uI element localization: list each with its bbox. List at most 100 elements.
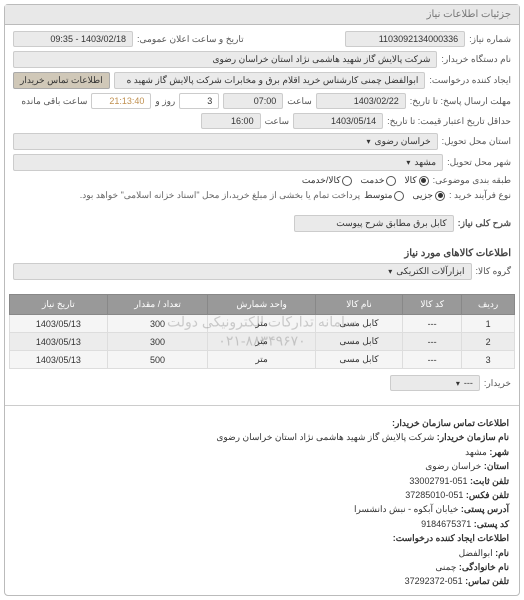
- c-address-label: آدرس پستی:: [461, 504, 509, 514]
- table-row: 3---کابل مسیمتر5001403/05/13: [10, 351, 515, 369]
- radio-medium-label: متوسط: [364, 190, 392, 201]
- c-address-value: خیابان آبکوه - نبش دانشسرا: [354, 504, 458, 514]
- c-city-label: شهر:: [489, 447, 509, 457]
- group-label: گروه کالا:: [476, 266, 511, 277]
- goods-body: گروه کالا: ابزارآلات الکتریکی: [5, 263, 519, 290]
- table-body: 1---کابل مسیمتر3001403/05/132---کابل مسی…: [10, 315, 515, 369]
- row-seller: خریدار: ---: [13, 375, 511, 391]
- radio-goods-label: کالا: [404, 175, 416, 186]
- contact-info-block: اطلاعات تماس سازمان خریدار: نام سازمان خ…: [5, 410, 519, 595]
- table-cell: کابل مسی: [315, 333, 402, 351]
- col-name: نام کالا: [315, 295, 402, 315]
- requester-field: ابوالفضل چمنی کارشناس خرید اقلام برق و م…: [114, 72, 426, 89]
- fname-label: نام:: [495, 548, 509, 558]
- goods-table: ردیف کد کالا نام کالا واحد شمارش تعداد /…: [9, 294, 515, 369]
- seller-row-wrap: خریدار: ---: [5, 373, 519, 401]
- goods-section-title: اطلاعات کالاهای مورد نیاز: [13, 248, 511, 259]
- c-city-value: مشهد: [465, 447, 487, 457]
- radio-dot-icon: [386, 176, 396, 186]
- radio-small-label: جزیی: [412, 190, 433, 201]
- seller-label: خریدار:: [484, 378, 511, 389]
- radio-goods-service[interactable]: کالا/خدمت: [302, 175, 353, 186]
- c-postal-label: کد پستی:: [474, 519, 509, 529]
- panel-body: شماره نیاز: 1103092134000336 تاریخ و ساع…: [5, 25, 519, 242]
- subject-type-label: طبقه بندی موضوعی:: [433, 175, 511, 186]
- row-requester: ایجاد کننده درخواست: ابوالفضل چمنی کارشن…: [13, 72, 511, 89]
- radio-dot-icon: [394, 191, 404, 201]
- table-cell: 1403/05/13: [10, 333, 108, 351]
- remain-label: ساعت باقی مانده: [21, 96, 87, 107]
- row-validity: حداقل تاریخ اعتبار قیمت: تا تاریخ: 1403/…: [13, 113, 511, 129]
- req-title: اطلاعات ایجاد کننده درخواست:: [393, 533, 509, 543]
- table-cell: متر: [208, 315, 316, 333]
- subject-radio-group: کالا خدمت کالا/خدمت: [302, 175, 429, 186]
- contact-buyer-button[interactable]: اطلاعات تماس خریدار: [13, 72, 110, 89]
- need-no-label: شماره نیاز:: [469, 34, 511, 45]
- contact-title: اطلاعات تماس سازمان خریدار:: [392, 418, 509, 428]
- table-cell: کابل مسی: [315, 351, 402, 369]
- process-label: نوع فرآیند خرید :: [449, 190, 511, 201]
- announce-label: تاریخ و ساعت اعلان عمومی:: [137, 34, 244, 45]
- need-no-field: 1103092134000336: [345, 31, 465, 47]
- province-select[interactable]: خراسان رضوی: [13, 133, 438, 150]
- group-select[interactable]: ابزارآلات الکتریکی: [13, 263, 472, 280]
- city-select[interactable]: مشهد: [13, 154, 443, 171]
- remain-time-field: 21:13:40: [91, 93, 151, 109]
- radio-service-label: خدمت: [360, 175, 384, 186]
- seller-select[interactable]: ---: [390, 375, 480, 391]
- row-desc: شرح کلی نیاز: کابل برق مطابق شرح پیوست: [13, 215, 511, 232]
- row-need-no: شماره نیاز: 1103092134000336 تاریخ و ساع…: [13, 31, 511, 47]
- radio-small[interactable]: جزیی: [412, 190, 445, 201]
- announce-field: 1403/02/18 - 09:35: [13, 31, 133, 47]
- process-note: پرداخت تمام یا بخشی از مبلغ خرید،از محل …: [13, 190, 360, 201]
- table-cell: 500: [107, 351, 207, 369]
- row-buyer: نام دستگاه خریدار: شرکت پالایش گاز شهید …: [13, 51, 511, 68]
- org-value: شرکت پالایش گاز شهید هاشمی نژاد استان خر…: [216, 432, 434, 442]
- table-row: 2---کابل مسیمتر3001403/05/13: [10, 333, 515, 351]
- c-phone-value: 051-33002791: [409, 476, 467, 486]
- table-cell: 1403/05/13: [10, 315, 108, 333]
- table-row: 1---کابل مسیمتر3001403/05/13: [10, 315, 515, 333]
- days-field: 3: [179, 93, 219, 109]
- table-cell: متر: [208, 351, 316, 369]
- row-group: گروه کالا: ابزارآلات الکتریکی: [13, 263, 511, 280]
- table-cell: ---: [403, 351, 462, 369]
- c-fax-value: 051-37285010: [405, 490, 463, 500]
- lname-value: چمنی: [435, 562, 456, 572]
- table-cell: 1403/05/13: [10, 351, 108, 369]
- radio-service[interactable]: خدمت: [360, 175, 396, 186]
- row-province: استان محل تحویل: خراسان رضوی: [13, 133, 511, 150]
- col-unit: واحد شمارش: [208, 295, 316, 315]
- divider: [5, 405, 519, 406]
- col-code: کد کالا: [403, 295, 462, 315]
- row-subject-type: طبقه بندی موضوعی: کالا خدمت کالا/خدمت: [13, 175, 511, 186]
- process-radio-group: جزیی متوسط: [364, 190, 445, 201]
- table-cell: ---: [403, 315, 462, 333]
- deadline-time-field: 07:00: [223, 93, 283, 109]
- main-panel: جزئیات اطلاعات نیاز شماره نیاز: 11030921…: [4, 4, 520, 596]
- col-row: ردیف: [462, 295, 515, 315]
- time-label-2: ساعت: [265, 116, 290, 127]
- table-cell: 300: [107, 333, 207, 351]
- org-label: نام سازمان خریدار:: [437, 432, 509, 442]
- col-date: تاریخ نیاز: [10, 295, 108, 315]
- c-province-label: استان:: [484, 461, 509, 471]
- requester-label: ایجاد کننده درخواست:: [429, 75, 511, 86]
- row-deadline: مهلت ارسال پاسخ: تا تاریخ: 1403/02/22 سا…: [13, 93, 511, 109]
- c-province-value: خراسان رضوی: [425, 461, 481, 471]
- table-cell: 3: [462, 351, 515, 369]
- panel-title: جزئیات اطلاعات نیاز: [5, 5, 519, 25]
- c-phone-label: تلفن ثابت:: [470, 476, 509, 486]
- table-cell: ---: [403, 333, 462, 351]
- radio-medium[interactable]: متوسط: [364, 190, 404, 201]
- row-city: شهر محل تحویل: مشهد: [13, 154, 511, 171]
- deadline-date-field: 1403/02/22: [316, 93, 406, 109]
- c-postal-value: 9184675371: [421, 519, 471, 529]
- validity-label: حداقل تاریخ اعتبار قیمت: تا تاریخ:: [387, 116, 511, 127]
- radio-goods[interactable]: کالا: [404, 175, 428, 186]
- table-cell: 1: [462, 315, 515, 333]
- table-wrap: ردیف کد کالا نام کالا واحد شمارش تعداد /…: [5, 294, 519, 369]
- city-label: شهر محل تحویل:: [447, 157, 511, 168]
- table-cell: کابل مسی: [315, 315, 402, 333]
- table-head: ردیف کد کالا نام کالا واحد شمارش تعداد /…: [10, 295, 515, 315]
